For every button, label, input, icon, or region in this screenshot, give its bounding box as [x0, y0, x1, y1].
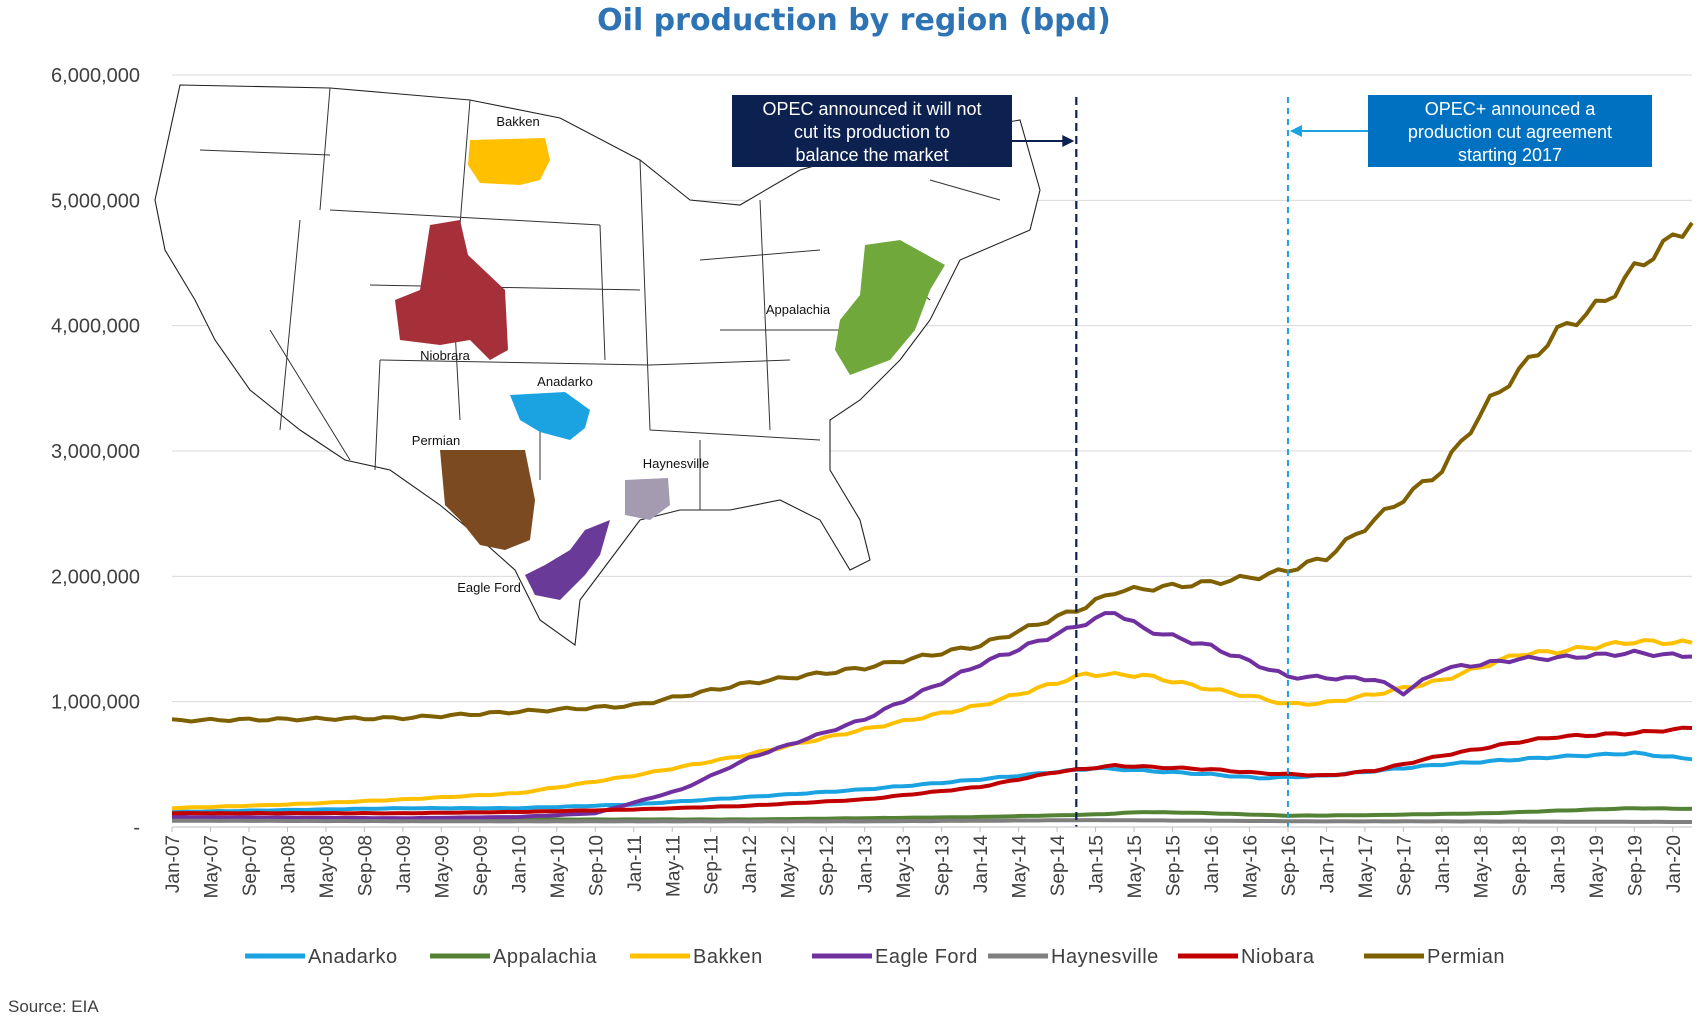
x-tick-label: Jan-12	[740, 835, 761, 893]
x-tick-label: Sep-15	[1164, 835, 1185, 896]
series-line-eagle-ford	[172, 611, 1693, 821]
series-line-permian	[171, 221, 1694, 724]
x-tick-label: May-15	[1125, 835, 1146, 898]
x-tick-label: Jan-11	[625, 835, 646, 892]
map-label-anadarko: Anadarko	[537, 374, 593, 389]
map-label-eagle-ford: Eagle Ford	[457, 580, 521, 595]
x-tick-label: Sep-19	[1625, 835, 1646, 896]
x-tick-label: May-16	[1240, 835, 1261, 898]
opec-annotation-box	[732, 95, 1012, 167]
legend: Anadarko Appalachia Bakken Eagle Ford Haynes…	[245, 946, 1505, 968]
appalachia-region	[835, 240, 945, 375]
x-tick-label: Jan-20	[1664, 835, 1685, 893]
series-line-anadarko	[171, 750, 1693, 814]
map-label-appalachia: Appalachia	[766, 302, 831, 317]
y-axis-ticks: - 1,000,000 2,000,000 3,000,000 4,000,000 5,0…	[51, 65, 140, 839]
opec-plus-arrow-head	[1289, 125, 1302, 137]
y-tick-label: 3,000,000	[51, 441, 140, 463]
opec-arrow-head	[1062, 135, 1075, 147]
y-tick-label: 5,000,000	[51, 190, 140, 212]
x-tick-label: Sep-11	[702, 835, 723, 895]
x-tick-label: May-11	[663, 835, 684, 897]
bakken-region	[468, 138, 550, 185]
x-tick-label: Sep-14	[1048, 835, 1069, 897]
x-tick-label: Sep-16	[1279, 835, 1300, 896]
x-tick-label: May-07	[201, 835, 222, 898]
legend-label: Haynesville	[1051, 946, 1159, 968]
x-tick-label: Sep-08	[355, 835, 376, 896]
us-shale-map: Bakken Niobrara Anadarko Permian Haynesv…	[154, 84, 1041, 646]
legend-label: Anadarko	[308, 946, 398, 968]
opec-plus-annotation-text: production cut agreement	[1408, 122, 1612, 142]
x-axis-ticks: Jan-07 May-07 Sep-07 Jan-08 May-08 Sep-08 Jan-…	[163, 827, 1685, 898]
x-tick-label: Jan-16	[1202, 835, 1223, 893]
legend-label: Bakken	[693, 946, 763, 968]
opec-annotation-text: cut its production to	[794, 122, 950, 142]
y-tick-label: 1,000,000	[51, 692, 140, 714]
x-tick-label: Jan-09	[394, 835, 415, 893]
x-tick-label: May-18	[1471, 835, 1492, 898]
x-tick-label: May-13	[894, 835, 915, 898]
map-label-haynesville: Haynesville	[643, 456, 709, 471]
y-tick-label: -	[133, 817, 140, 839]
x-tick-label: May-10	[548, 835, 569, 898]
x-tick-label: May-09	[432, 835, 453, 898]
opec-annotation-text: balance the market	[795, 145, 948, 165]
series-line-niobara	[171, 725, 1693, 816]
series-lines	[171, 221, 1694, 824]
anadarko-region	[510, 392, 590, 440]
map-label-permian: Permian	[412, 433, 460, 448]
opec-plus-annotation-text: OPEC+ announced a	[1425, 99, 1597, 119]
x-tick-label: Jan-13	[856, 835, 877, 893]
niobrara-region	[395, 220, 508, 360]
chart-title: Oil production by region (bpd)	[597, 3, 1111, 38]
x-tick-label: Sep-12	[817, 835, 838, 896]
x-tick-label: Jan-18	[1433, 835, 1454, 893]
annotations: OPEC announced it will not cut its produc…	[732, 95, 1652, 827]
x-tick-label: Jan-15	[1087, 835, 1108, 893]
x-tick-label: May-14	[1010, 835, 1031, 899]
haynesville-region	[625, 478, 670, 520]
legend-label: Eagle Ford	[875, 946, 978, 968]
legend-label: Appalachia	[493, 946, 597, 968]
eagle-ford-region	[525, 520, 610, 600]
x-tick-label: May-17	[1356, 835, 1377, 898]
x-tick-label: May-08	[317, 835, 338, 898]
map-label-bakken: Bakken	[496, 114, 539, 129]
map-label-niobrara: Niobrara	[420, 348, 471, 363]
opec-annotation-text: OPEC announced it will not	[762, 99, 981, 119]
series-line-haynesville	[171, 818, 1692, 824]
permian-region	[440, 450, 535, 550]
x-tick-label: Jan-17	[1317, 835, 1338, 893]
x-tick-label: Jan-14	[971, 835, 992, 894]
source-note: Source: EIA	[8, 997, 99, 1016]
y-tick-label: 4,000,000	[51, 316, 140, 338]
x-tick-label: Sep-17	[1394, 835, 1415, 896]
series-line-bakken	[171, 638, 1693, 811]
legend-label: Niobara	[1241, 946, 1315, 968]
y-tick-label: 2,000,000	[51, 566, 140, 588]
x-tick-label: May-19	[1587, 835, 1608, 898]
x-tick-label: Sep-10	[586, 835, 607, 896]
x-tick-label: Jan-08	[278, 835, 299, 893]
opec-plus-annotation-text: starting 2017	[1458, 145, 1562, 165]
legend-label: Permian	[1427, 946, 1505, 968]
x-tick-label: May-12	[779, 835, 800, 898]
us-outline	[154, 84, 1041, 646]
x-tick-label: Jan-19	[1548, 835, 1569, 893]
x-tick-label: Sep-09	[471, 835, 492, 896]
x-tick-label: Sep-07	[240, 835, 261, 896]
x-tick-label: Sep-18	[1510, 835, 1531, 896]
x-tick-label: Jan-10	[509, 835, 530, 893]
y-tick-label: 6,000,000	[51, 65, 140, 87]
x-tick-label: Sep-13	[933, 835, 954, 896]
opec-plus-annotation-box	[1368, 95, 1652, 167]
x-tick-label: Jan-07	[163, 835, 184, 893]
